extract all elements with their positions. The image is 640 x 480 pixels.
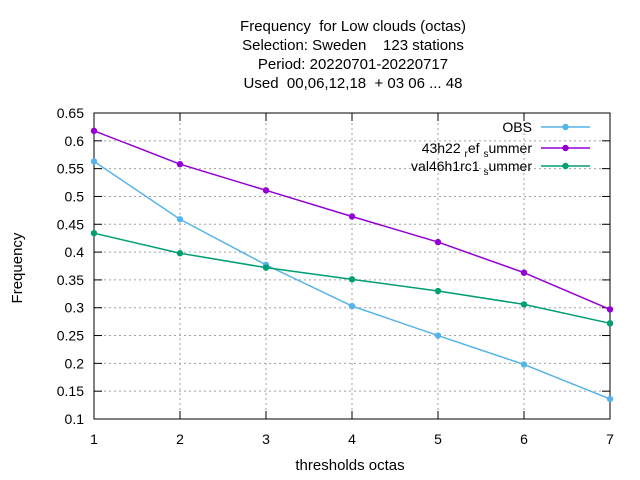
data-point — [176, 250, 184, 257]
y-tick-label: 0.55 — [57, 161, 84, 177]
x-tick-label: 2 — [176, 431, 184, 447]
data-point — [606, 306, 614, 313]
legend-label-3: val46h1rc1 summer — [411, 158, 532, 178]
y-tick-label: 0.1 — [65, 411, 85, 427]
data-point — [520, 361, 528, 368]
data-point — [90, 127, 98, 135]
data-point — [90, 229, 98, 237]
x-tick-label: 4 — [348, 431, 356, 447]
x-tick-label: 5 — [434, 431, 442, 447]
axes: 0.1 0.15 0.2 0.25 0.3 0.35 0.4 0.45 0.5 0.55 0.6 0.… — [57, 105, 614, 447]
plot-border — [93, 112, 611, 420]
x-axis-label: thresholds octas — [295, 457, 404, 474]
data-point — [434, 332, 442, 339]
y-tick-label: 0.6 — [65, 133, 85, 149]
data-point — [348, 276, 356, 283]
y-tick-label: 0.5 — [65, 188, 85, 204]
x-tick-label: 6 — [520, 431, 528, 447]
legend-label-2: 43h22 ref summer — [422, 140, 533, 160]
x-tick-label: 3 — [262, 431, 270, 447]
data-point — [520, 269, 528, 276]
y-tick-label: 0.25 — [57, 328, 84, 344]
series-line-2 — [93, 130, 611, 311]
y-tick-label: 0.65 — [57, 105, 84, 121]
data-point — [176, 216, 184, 223]
legend-swatch-marker-2 — [562, 144, 569, 152]
title-line-4: Used 00,06,12,18 + 03 06 ... 48 — [243, 75, 463, 92]
data-point — [606, 395, 614, 403]
y-tick-label: 0.45 — [57, 216, 84, 232]
grid — [94, 113, 610, 419]
legend-swatch-marker-3 — [562, 162, 569, 170]
legend-swatch-marker-1 — [562, 123, 569, 131]
y-tick-label: 0.15 — [57, 383, 84, 399]
data-point — [434, 238, 442, 246]
y-tick-label: 0.3 — [65, 300, 85, 316]
data-point — [262, 187, 270, 194]
y-tick-label: 0.4 — [65, 244, 85, 260]
data-point — [348, 213, 356, 220]
data-point — [348, 302, 356, 310]
series-layer — [90, 127, 614, 403]
legend-label-1: OBS — [502, 119, 532, 135]
y-tick-label: 0.35 — [57, 272, 84, 288]
x-tick-label: 7 — [606, 431, 614, 447]
data-point — [434, 287, 442, 295]
data-point — [176, 160, 184, 168]
data-point — [262, 264, 270, 271]
title-line-2: Selection: Sweden 123 stations — [242, 37, 464, 54]
y-tick-label: 0.2 — [65, 355, 85, 371]
data-point — [520, 301, 528, 308]
title-line-3: Period: 20220701-20220717 — [257, 56, 449, 73]
title-line-1: Frequency for Low clouds (octas) — [240, 18, 466, 35]
x-tick-label: 1 — [90, 431, 98, 447]
y-axis-label: Frequency — [9, 232, 26, 303]
data-point — [90, 158, 98, 165]
data-point — [606, 320, 614, 327]
